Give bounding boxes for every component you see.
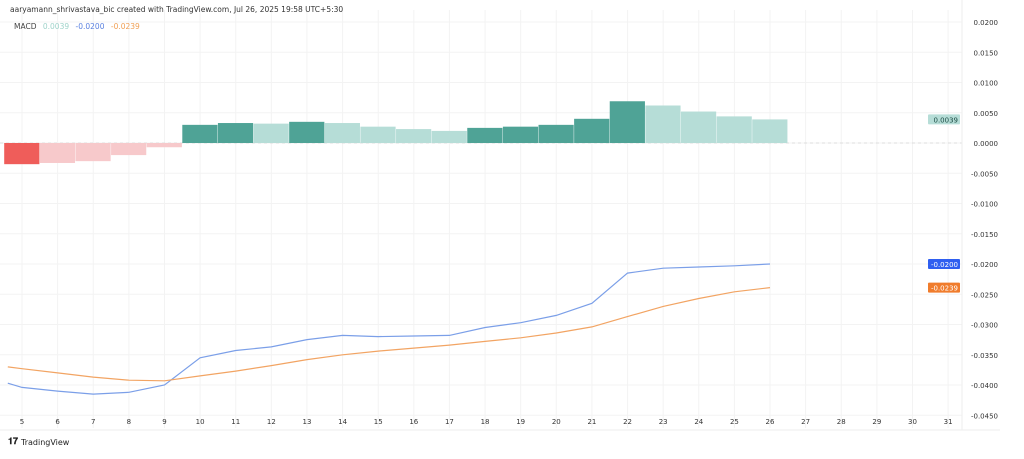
x-tick-label: 30 bbox=[908, 418, 917, 426]
x-tick-label: 17 bbox=[445, 418, 454, 426]
y-tick-label: -0.0400 bbox=[971, 382, 998, 390]
signal-price-badge bbox=[928, 282, 960, 293]
x-tick-label: 9 bbox=[162, 418, 166, 426]
histogram-bar bbox=[538, 124, 574, 143]
macd-price-badge-text: -0.0200 bbox=[931, 261, 958, 269]
x-tick-label: 25 bbox=[730, 418, 739, 426]
histogram-bar bbox=[752, 119, 788, 143]
y-tick-label: -0.0150 bbox=[971, 231, 998, 239]
y-tick-label: 0.0100 bbox=[974, 80, 999, 88]
x-tick-label: 7 bbox=[91, 418, 95, 426]
y-tick-label: -0.0200 bbox=[971, 261, 998, 269]
x-tick-label: 11 bbox=[231, 418, 240, 426]
histogram-bar bbox=[289, 121, 325, 143]
x-tick-label: 21 bbox=[587, 418, 596, 426]
histogram-bar bbox=[182, 124, 218, 143]
histogram-bar bbox=[645, 105, 681, 143]
signal-line bbox=[7, 287, 771, 382]
histogram-bar bbox=[324, 123, 360, 143]
histogram-bar bbox=[431, 130, 467, 143]
x-tick-label: 15 bbox=[374, 418, 383, 426]
x-tick-label: 29 bbox=[872, 418, 881, 426]
y-tick-label: -0.0300 bbox=[971, 322, 998, 330]
x-tick-label: 5 bbox=[20, 418, 24, 426]
x-tick-label: 31 bbox=[944, 418, 953, 426]
histogram-price-badge bbox=[928, 114, 960, 125]
y-tick-label: 0.0200 bbox=[974, 19, 999, 27]
histogram-bar bbox=[253, 123, 289, 143]
brand-name: TradingView bbox=[21, 437, 70, 447]
histogram-bar bbox=[574, 118, 610, 143]
histogram-price-badge-text: 0.0039 bbox=[934, 116, 959, 124]
histogram-bar bbox=[39, 143, 76, 163]
histogram-bar bbox=[4, 143, 40, 165]
x-tick-label: 20 bbox=[552, 418, 561, 426]
macd-value: -0.0200 bbox=[75, 22, 105, 31]
x-tick-label: 8 bbox=[127, 418, 131, 426]
x-tick-label: 16 bbox=[409, 418, 418, 426]
x-tick-label: 13 bbox=[302, 418, 311, 426]
x-tick-label: 19 bbox=[516, 418, 525, 426]
histogram-bar bbox=[75, 143, 111, 162]
histogram-bar bbox=[609, 101, 645, 143]
indicator-legend[interactable]: MACD 0.0039 -0.0200 -0.0239 bbox=[14, 22, 144, 31]
histogram-bar bbox=[502, 126, 539, 143]
histogram-bar bbox=[396, 129, 432, 143]
histogram-value: 0.0039 bbox=[42, 22, 70, 31]
x-tick-label: 18 bbox=[481, 418, 490, 426]
signal-value: -0.0239 bbox=[110, 22, 140, 31]
chart-credit: aaryamann_shrivastava_bic created with T… bbox=[10, 5, 344, 14]
tradingview-logo-icon: 𝟏𝟕 bbox=[8, 437, 19, 447]
histogram-bar bbox=[716, 116, 752, 143]
x-tick-label: 14 bbox=[338, 418, 347, 426]
histogram-bar bbox=[680, 111, 717, 143]
tradingview-logo[interactable]: 𝟏𝟕 TradingView bbox=[8, 437, 69, 447]
x-tick-label: 24 bbox=[694, 418, 703, 426]
histogram-bar bbox=[467, 127, 503, 143]
x-tick-label: 23 bbox=[659, 418, 668, 426]
y-tick-label: -0.0450 bbox=[971, 412, 998, 420]
macd-price-badge bbox=[928, 259, 960, 269]
x-tick-label: 26 bbox=[766, 418, 775, 426]
y-tick-label: -0.0100 bbox=[971, 201, 998, 209]
histogram-bar bbox=[360, 126, 396, 143]
x-tick-label: 27 bbox=[801, 418, 810, 426]
x-tick-label: 28 bbox=[837, 418, 846, 426]
histogram-bar bbox=[217, 123, 254, 143]
y-tick-label: -0.0250 bbox=[971, 291, 998, 299]
signal-price-badge-text: -0.0239 bbox=[931, 285, 958, 293]
x-tick-label: 6 bbox=[55, 418, 60, 426]
x-tick-label: 10 bbox=[196, 418, 205, 426]
y-tick-label: 0.0050 bbox=[974, 110, 999, 118]
macd-line bbox=[7, 263, 771, 395]
indicator-name: MACD bbox=[14, 22, 37, 31]
histogram-bar bbox=[146, 143, 182, 148]
y-tick-label: -0.0050 bbox=[971, 170, 998, 178]
y-tick-label: 0.0000 bbox=[974, 140, 999, 148]
x-tick-label: 22 bbox=[623, 418, 632, 426]
y-tick-label: -0.0350 bbox=[971, 352, 998, 360]
y-tick-label: 0.0150 bbox=[974, 49, 999, 57]
histogram-bar bbox=[111, 143, 147, 156]
x-tick-label: 12 bbox=[267, 418, 276, 426]
